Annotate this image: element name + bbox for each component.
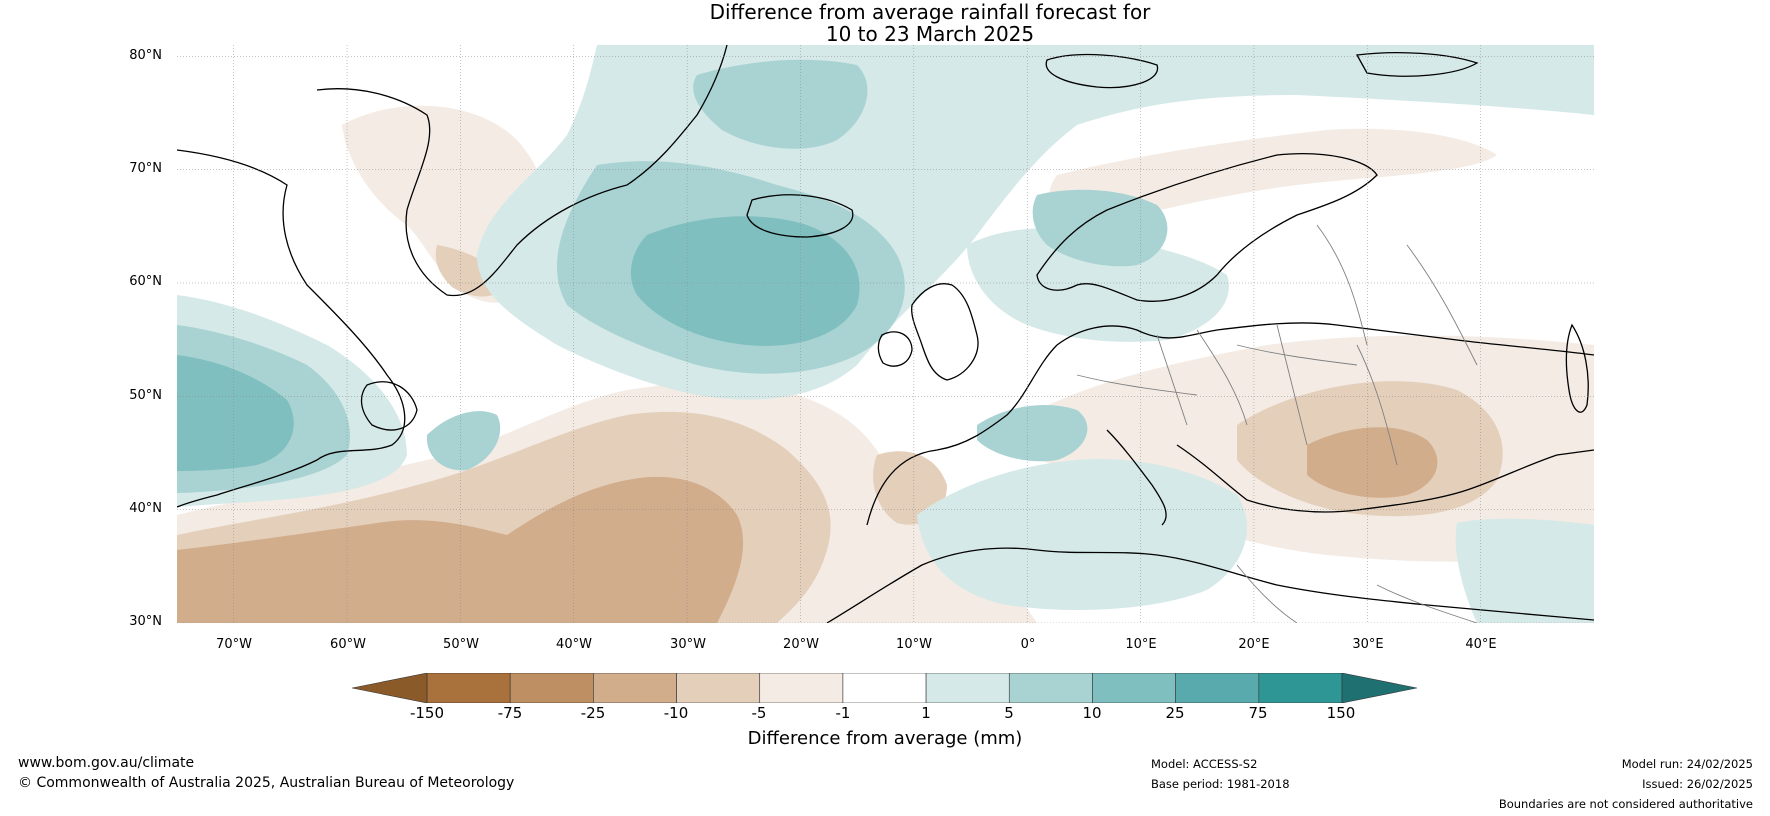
border-line-3	[1236, 344, 1358, 366]
country-borders	[1076, 224, 1478, 623]
colorbar-tick-label: 1	[921, 704, 931, 722]
colorbar-swatch	[426, 673, 511, 703]
lon-label-20w: 20°W	[783, 637, 819, 652]
colorbar-tick-label: -1	[835, 704, 851, 722]
border-line-5	[1076, 374, 1198, 396]
dry-area-iberia	[873, 451, 947, 525]
wet-regions	[177, 45, 1594, 623]
coastline-iceland	[746, 194, 854, 238]
colorbar-swatch	[842, 673, 927, 703]
border-line-8	[1316, 224, 1368, 346]
lon-label-60w: 60°W	[330, 637, 366, 652]
wet-area-mid-atlantic	[426, 411, 501, 471]
colorbar-extend-high	[1341, 673, 1417, 703]
lat-label-60n: 60°N	[129, 274, 162, 289]
border-line-1	[1156, 334, 1188, 426]
colorbar-tick-label: -5	[751, 704, 767, 722]
wet-area-scandinavia	[1032, 189, 1168, 267]
colorbar-label: Difference from average (mm)	[747, 728, 1023, 749]
colorbar-tick-label: 75	[1248, 704, 1268, 722]
coastline-europe-mainland	[866, 322, 1594, 526]
colorbar	[352, 673, 1417, 703]
model-run-text: Model run: 24/02/2025	[1621, 757, 1753, 771]
lat-label-70n: 70°N	[129, 161, 162, 176]
colorbar-segments	[426, 673, 1343, 703]
border-line-9	[1236, 564, 1298, 623]
lon-label-40e: 40°E	[1465, 637, 1497, 652]
map-gridlines	[177, 45, 1594, 623]
coastline-north-africa	[826, 547, 1594, 623]
lon-label-10e: 10°E	[1125, 637, 1157, 652]
dry-area-turkey-strong	[1307, 427, 1438, 498]
lat-label-40n: 40°N	[129, 501, 162, 516]
lon-label-0: 0°	[1020, 637, 1036, 652]
lon-label-30w: 30°W	[670, 637, 706, 652]
colorbar-swatch	[759, 673, 844, 703]
website-link[interactable]: www.bom.gov.au/climate	[18, 755, 195, 771]
map-title-line-2: 10 to 23 March 2025	[825, 22, 1035, 46]
coastline-newfoundland	[360, 381, 418, 431]
colorbar-tick-label: 25	[1165, 704, 1185, 722]
dry-area-norwegian-sea	[1048, 128, 1497, 230]
coastline-greenland	[316, 45, 728, 297]
border-line-10	[1376, 584, 1478, 623]
lon-label-10w: 10°W	[896, 637, 932, 652]
colorbar-swatch	[1092, 673, 1176, 703]
lon-label-70w: 70°W	[216, 637, 252, 652]
colorbar-tick-label: 5	[1004, 704, 1014, 722]
colorbar-tick-label: -25	[580, 704, 606, 722]
coastline-ireland	[877, 331, 913, 367]
colorbar-swatch	[1175, 673, 1260, 703]
lat-label-50n: 50°N	[129, 388, 162, 403]
lon-label-40w: 40°W	[556, 637, 592, 652]
coastline-british-isles	[911, 283, 979, 381]
coastline-novaya-zemlya	[1355, 51, 1479, 77]
colorbar-swatch	[509, 673, 594, 703]
coastline-scandinavia	[1036, 153, 1378, 302]
border-line-6	[1356, 344, 1398, 466]
lat-label-30n: 30°N	[129, 614, 162, 629]
colorbar-swatch	[1008, 673, 1093, 703]
coastlines	[177, 45, 1594, 623]
wet-area-north-atlantic-strong	[630, 216, 860, 346]
colorbar-swatch	[676, 673, 761, 703]
colorbar-tick-label: -150	[409, 704, 445, 722]
lat-label-80n: 80°N	[129, 48, 162, 63]
map-title-line-1: Difference from average rainfall forecas…	[709, 0, 1151, 24]
coastline-italy	[1106, 429, 1167, 526]
issued-text: Issued: 26/02/2025	[1642, 777, 1753, 791]
wet-area-mediterranean-moderate	[977, 405, 1088, 462]
coastline-svalbard	[1045, 53, 1159, 89]
colorbar-tick-label: 10	[1082, 704, 1102, 722]
lon-label-30e: 30°E	[1352, 637, 1384, 652]
wet-area-denmark-strait	[693, 59, 868, 149]
map-canvas	[177, 45, 1594, 623]
dry-area-atlantic-south-strong	[177, 476, 744, 623]
base-period-text: Base period: 1981-2018	[1151, 777, 1290, 791]
colorbar-swatch	[925, 673, 1010, 703]
colorbar-swatch	[593, 673, 677, 703]
lon-label-20e: 20°E	[1238, 637, 1270, 652]
border-line-4	[1276, 324, 1308, 446]
copyright-text: © Commonwealth of Australia 2025, Austra…	[18, 775, 515, 791]
wet-area-north-africa	[1455, 518, 1594, 623]
border-line-7	[1406, 244, 1478, 366]
rainfall-anomaly-map	[177, 45, 1594, 623]
colorbar-swatch	[1258, 673, 1343, 703]
coastline-caspian	[1565, 323, 1589, 413]
disclaimer-text: Boundaries are not considered authoritat…	[1498, 797, 1753, 811]
colorbar-tick-label: -10	[663, 704, 689, 722]
lon-label-50w: 50°W	[443, 637, 479, 652]
colorbar-extend-low	[352, 673, 428, 703]
border-line-2	[1196, 329, 1248, 426]
colorbar-tick-label: 150	[1326, 704, 1356, 722]
model-text: Model: ACCESS-S2	[1151, 757, 1258, 771]
coastline-labrador	[177, 149, 406, 508]
colorbar-tick-label: -75	[497, 704, 523, 722]
wet-area-labrador-strong	[177, 355, 294, 471]
wet-area-mediterranean	[917, 459, 1247, 610]
coastline-balkans-turkey	[1176, 444, 1594, 513]
